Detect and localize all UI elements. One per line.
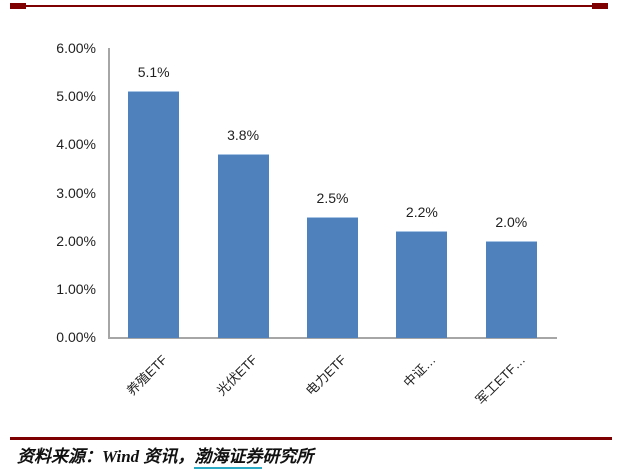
- y-tick-label: 3.00%: [56, 184, 96, 201]
- category-label: 军工ETF…: [472, 352, 528, 408]
- top-accent-block-right: [592, 3, 608, 9]
- bar-value-label: 2.0%: [495, 213, 528, 230]
- y-tick-label: 0.00%: [56, 329, 96, 345]
- y-tick-label: 2.00%: [56, 232, 96, 249]
- source-note: 资料来源：Wind 资讯，渤海证券研究所: [17, 444, 597, 470]
- x-axis-line: [108, 337, 557, 339]
- footer-accent-rule: [10, 437, 612, 440]
- category-label: 养殖ETF: [123, 352, 171, 399]
- category-label: 电力ETF: [302, 352, 350, 399]
- category-label: 中证…: [400, 352, 439, 391]
- y-tick-label: 1.00%: [56, 280, 96, 297]
- top-accent-rule: [10, 5, 608, 7]
- bar-军工ETF…: [485, 240, 537, 338]
- bar-value-label: 2.2%: [405, 204, 438, 221]
- source-link[interactable]: 渤海证券: [194, 447, 263, 469]
- bar-养殖ETF: [128, 91, 180, 338]
- bar-光伏ETF: [217, 153, 269, 338]
- y-tick-label: 4.00%: [56, 136, 96, 153]
- source-text-after: 研究所: [262, 447, 314, 466]
- category-label: 光伏ETF: [213, 352, 260, 399]
- bar-电力ETF: [307, 216, 358, 338]
- top-accent-block-left: [10, 3, 26, 9]
- source-text-before: 资料来源：Wind 资讯，: [17, 447, 195, 466]
- bar-中证…: [396, 231, 448, 338]
- bar-value-label: 3.8%: [227, 126, 260, 143]
- bar-value-label: 2.5%: [316, 189, 349, 206]
- y-tick-label: 6.00%: [56, 40, 96, 56]
- y-tick-label: 5.00%: [56, 88, 96, 105]
- bar-value-label: 5.1%: [137, 64, 170, 81]
- y-axis-line: [108, 48, 110, 339]
